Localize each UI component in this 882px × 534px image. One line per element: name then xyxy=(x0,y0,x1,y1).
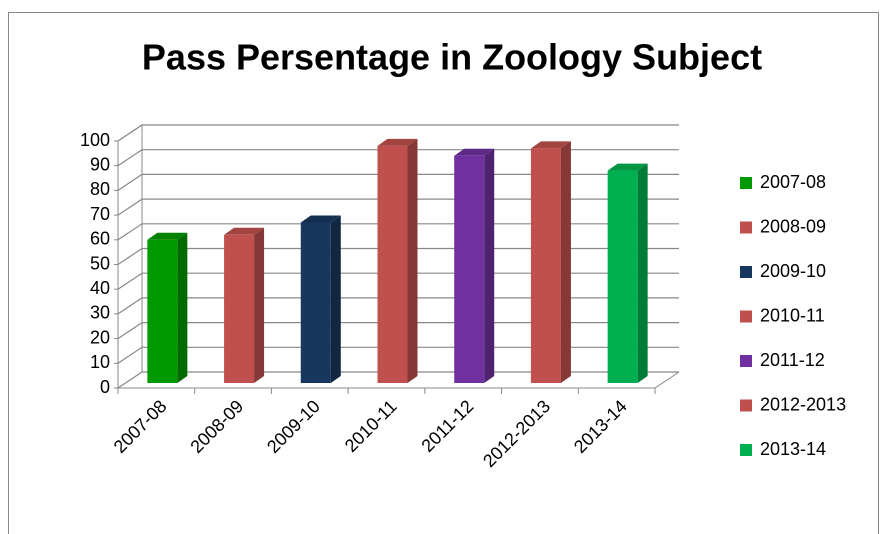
grid-line xyxy=(117,223,679,241)
bar-side xyxy=(330,215,341,383)
y-tick-label: 20 xyxy=(90,327,110,347)
bar-side xyxy=(637,163,648,383)
legend-swatch xyxy=(740,444,752,456)
y-tick-label: 80 xyxy=(90,179,110,199)
bar xyxy=(300,222,331,383)
legend-swatch xyxy=(740,266,752,278)
grid-line xyxy=(117,297,679,315)
y-tick-label: 50 xyxy=(90,253,110,273)
bar xyxy=(454,155,485,383)
bar xyxy=(530,148,561,383)
bar-side xyxy=(484,148,495,383)
bar-top xyxy=(224,227,265,235)
legend-label: 2007-08 xyxy=(760,172,826,192)
chart-title: Pass Persentage in Zoology Subject xyxy=(142,37,762,78)
legend-swatch xyxy=(740,177,752,189)
bar-top xyxy=(607,163,648,171)
legend-swatch xyxy=(740,355,752,367)
bar xyxy=(224,234,255,383)
y-tick-label: 100 xyxy=(80,130,110,150)
grid-line xyxy=(117,173,679,191)
y-tick-label: 10 xyxy=(90,352,110,372)
legend-swatch xyxy=(740,399,752,412)
bar xyxy=(607,170,638,383)
grid-line xyxy=(117,322,679,340)
legend-label: 2010-11 xyxy=(760,305,825,325)
legend-label: 2012-2013 xyxy=(760,394,846,414)
bar-top xyxy=(300,215,341,223)
y-tick-label: 60 xyxy=(90,229,110,249)
grid-line xyxy=(117,272,679,290)
grid-line xyxy=(117,247,679,265)
legend-label: 2009-10 xyxy=(760,261,826,281)
grid-line xyxy=(117,198,679,216)
legend-label: 2008-09 xyxy=(760,216,826,236)
legend-label: 2011-12 xyxy=(760,350,825,370)
bar-top xyxy=(530,141,571,149)
bar-top xyxy=(147,232,188,240)
y-tick-label: 90 xyxy=(90,154,110,174)
grid-line xyxy=(117,124,679,142)
y-tick-label: 30 xyxy=(90,303,110,323)
grid-line xyxy=(117,371,679,389)
grid-line xyxy=(117,149,679,167)
legend-swatch xyxy=(740,310,752,323)
bar-side xyxy=(254,227,265,383)
y-tick-label: 70 xyxy=(90,204,110,224)
grid-line xyxy=(117,346,679,364)
bar-top xyxy=(377,138,418,146)
bar xyxy=(147,239,178,383)
legend-swatch xyxy=(740,221,752,234)
bar-top xyxy=(454,148,495,156)
bar-side xyxy=(177,232,188,383)
bar-side xyxy=(560,141,571,383)
bar-side xyxy=(407,138,418,383)
legend-label: 2013-14 xyxy=(760,439,826,459)
y-tick-label: 0 xyxy=(100,377,110,397)
bar xyxy=(377,145,408,383)
y-tick-label: 40 xyxy=(90,278,110,298)
